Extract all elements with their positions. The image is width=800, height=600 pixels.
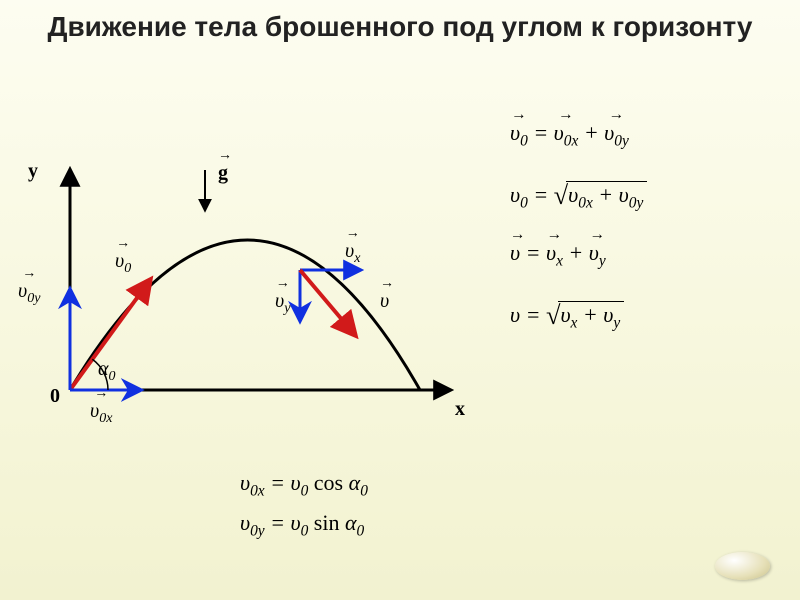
g-label: g [218, 162, 228, 185]
formula-v0x: υ0x = υ0 cos α0 [240, 470, 368, 500]
v0x-label: υ0x [90, 400, 112, 427]
formula-v0y: υ0y = υ0 sin α0 [240, 510, 364, 540]
v-label: υ [380, 290, 389, 313]
projectile-diagram [20, 150, 480, 430]
x-axis-label: x [455, 398, 465, 421]
formula-v0-vec: υ0 = υ0x + υ0y [510, 120, 629, 150]
v0-label: υ0 [115, 250, 131, 277]
formula-v-mag: υ = √υx + υy [510, 300, 624, 332]
y-axis-label: y [28, 160, 38, 183]
v0y-label: υ0y [18, 280, 40, 307]
formula-v0-mag: υ0 = √υ0x + υ0y [510, 180, 647, 212]
formula-v-vec: υ = υx + υy [510, 240, 606, 270]
alpha-label: α0 [98, 358, 116, 385]
nav-button[interactable] [715, 552, 770, 580]
page-title: Движение тела брошенного под углом к гор… [0, 10, 800, 44]
vy-label: υy [275, 290, 290, 317]
vx-label: υx [345, 240, 360, 267]
origin-label: 0 [50, 385, 60, 408]
